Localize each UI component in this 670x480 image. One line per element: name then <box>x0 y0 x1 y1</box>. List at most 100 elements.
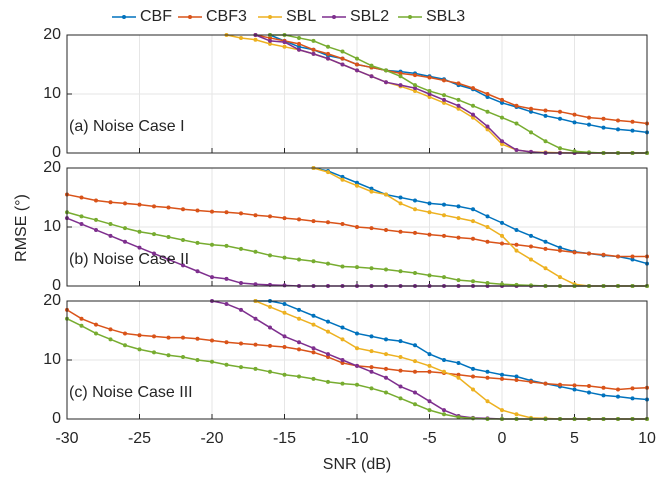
data-point <box>456 97 461 102</box>
data-point <box>340 381 345 386</box>
data-point <box>413 198 417 203</box>
series-line <box>255 300 648 401</box>
data-point <box>369 186 374 191</box>
data-point <box>427 94 432 99</box>
data-point <box>572 250 577 255</box>
data-point <box>340 56 345 61</box>
data-point <box>500 115 504 120</box>
data-point <box>456 360 461 365</box>
data-point <box>108 200 113 205</box>
legend-label: SBL3 <box>426 8 465 25</box>
data-point <box>572 120 577 125</box>
data-point <box>398 229 403 234</box>
data-point <box>253 249 258 254</box>
x-tick-label: -15 <box>273 430 296 447</box>
data-point <box>326 355 330 360</box>
data-point <box>268 369 272 374</box>
data-point <box>297 307 301 312</box>
data-point <box>94 217 98 222</box>
data-point <box>340 358 345 362</box>
data-point <box>137 347 142 352</box>
data-point <box>268 38 272 43</box>
y-tick-label: 20 <box>43 292 61 309</box>
legend-marker <box>122 15 126 19</box>
data-point <box>268 304 272 309</box>
x-tick-label: -25 <box>128 430 151 447</box>
data-point <box>79 222 84 227</box>
data-point <box>369 266 374 271</box>
data-point <box>282 345 287 350</box>
data-point <box>210 275 214 280</box>
data-point <box>297 316 301 321</box>
data-point <box>413 402 417 407</box>
data-point <box>340 62 345 67</box>
data-point <box>471 387 475 392</box>
legend-label: SBL2 <box>350 8 389 25</box>
data-point <box>500 220 504 225</box>
data-point <box>442 412 446 417</box>
data-point <box>384 375 388 380</box>
data-point <box>529 283 533 288</box>
data-point <box>384 366 388 371</box>
data-point <box>282 216 287 221</box>
data-point <box>485 92 490 96</box>
data-point <box>398 269 403 274</box>
data-point <box>616 118 620 123</box>
data-point <box>427 210 432 215</box>
legend-item: SBL3 <box>398 8 465 25</box>
data-point <box>500 100 504 105</box>
data-point <box>471 112 475 117</box>
data-point <box>558 116 562 121</box>
data-point <box>369 74 374 79</box>
data-point <box>94 331 98 336</box>
axes-box <box>66 167 648 287</box>
data-point <box>108 337 113 342</box>
data-point <box>268 35 272 40</box>
data-point <box>297 347 301 352</box>
data-point <box>239 341 243 346</box>
data-point <box>471 115 475 120</box>
panel-annotation: (b) Noise Case II <box>69 251 189 268</box>
data-point <box>239 307 243 312</box>
data-point <box>340 177 345 182</box>
data-point <box>195 336 200 341</box>
data-point <box>413 271 417 276</box>
data-point <box>442 358 446 362</box>
data-point <box>616 387 620 392</box>
data-point <box>355 346 359 351</box>
x-tick-label: 5 <box>570 430 579 447</box>
data-point <box>94 227 98 232</box>
data-point <box>355 363 359 368</box>
data-point <box>543 108 548 113</box>
data-point <box>442 78 446 83</box>
data-point <box>152 232 156 237</box>
data-point <box>413 390 417 395</box>
data-point <box>413 89 417 94</box>
data-point <box>514 121 519 126</box>
data-point <box>166 353 171 358</box>
data-point <box>572 149 577 154</box>
data-point <box>601 116 606 121</box>
legend-marker <box>188 15 192 19</box>
data-point <box>471 103 475 108</box>
data-point <box>471 219 475 224</box>
data-point <box>326 51 330 56</box>
data-point <box>500 376 504 381</box>
legend-label: CBF3 <box>206 8 247 25</box>
data-point <box>529 244 533 249</box>
data-point <box>311 51 316 56</box>
data-point <box>137 202 142 207</box>
data-point <box>500 408 504 413</box>
data-point <box>123 239 127 244</box>
legend-item: SBL2 <box>322 8 389 25</box>
data-point <box>326 44 330 49</box>
data-point <box>587 390 591 395</box>
data-point <box>413 83 417 88</box>
data-point <box>558 146 562 151</box>
data-point <box>195 208 200 213</box>
data-point <box>326 329 330 334</box>
data-point <box>500 372 504 377</box>
data-point <box>485 94 490 99</box>
data-point <box>210 359 214 364</box>
data-point <box>384 68 388 73</box>
